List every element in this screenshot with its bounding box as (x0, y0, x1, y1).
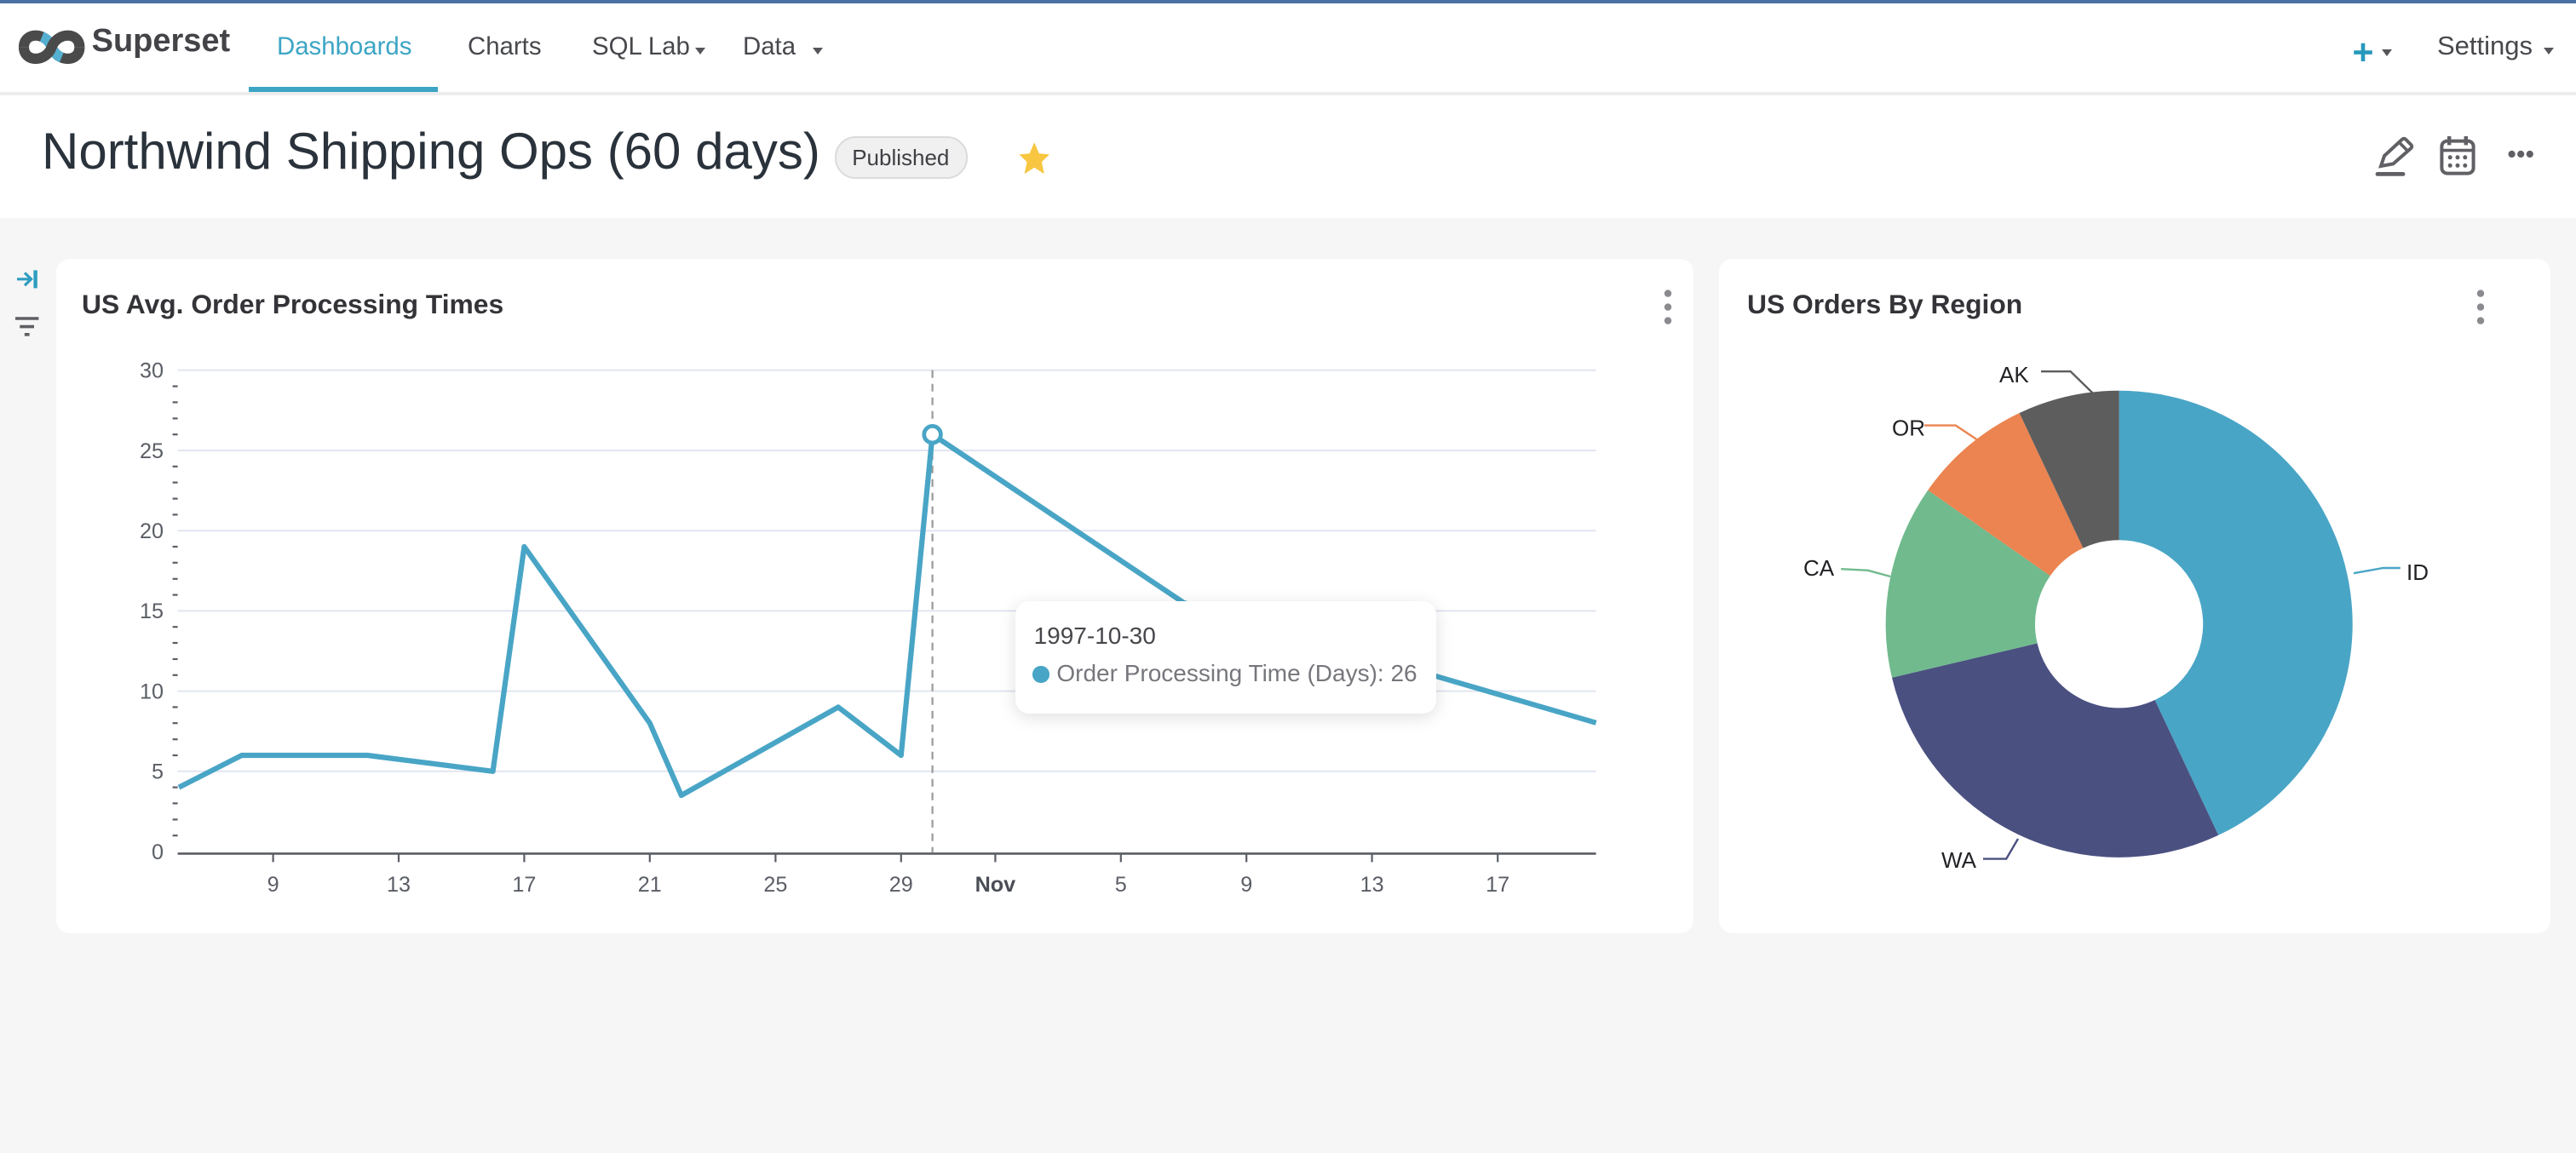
svg-text:13: 13 (1360, 873, 1384, 897)
svg-text:21: 21 (638, 873, 662, 897)
svg-text:AK: AK (1999, 362, 2029, 387)
svg-text:10: 10 (140, 680, 164, 703)
svg-text:0: 0 (152, 840, 164, 864)
svg-text:Nov: Nov (975, 873, 1016, 897)
svg-text:30: 30 (140, 359, 164, 383)
svg-text:9: 9 (267, 873, 279, 897)
svg-text:5: 5 (152, 760, 164, 784)
svg-text:WA: WA (1941, 847, 1977, 873)
svg-text:17: 17 (1486, 873, 1509, 897)
svg-text:29: 29 (889, 873, 913, 897)
svg-text:13: 13 (387, 873, 411, 897)
svg-text:15: 15 (140, 599, 164, 623)
svg-text:5: 5 (1115, 873, 1127, 897)
svg-text:CA: CA (1803, 555, 1835, 581)
svg-text:OR: OR (1892, 415, 1925, 440)
svg-text:20: 20 (140, 519, 164, 543)
svg-text:9: 9 (1240, 873, 1252, 897)
svg-text:25: 25 (763, 873, 787, 897)
svg-text:25: 25 (140, 439, 164, 463)
svg-text:ID: ID (2406, 559, 2429, 585)
svg-text:17: 17 (512, 873, 536, 897)
